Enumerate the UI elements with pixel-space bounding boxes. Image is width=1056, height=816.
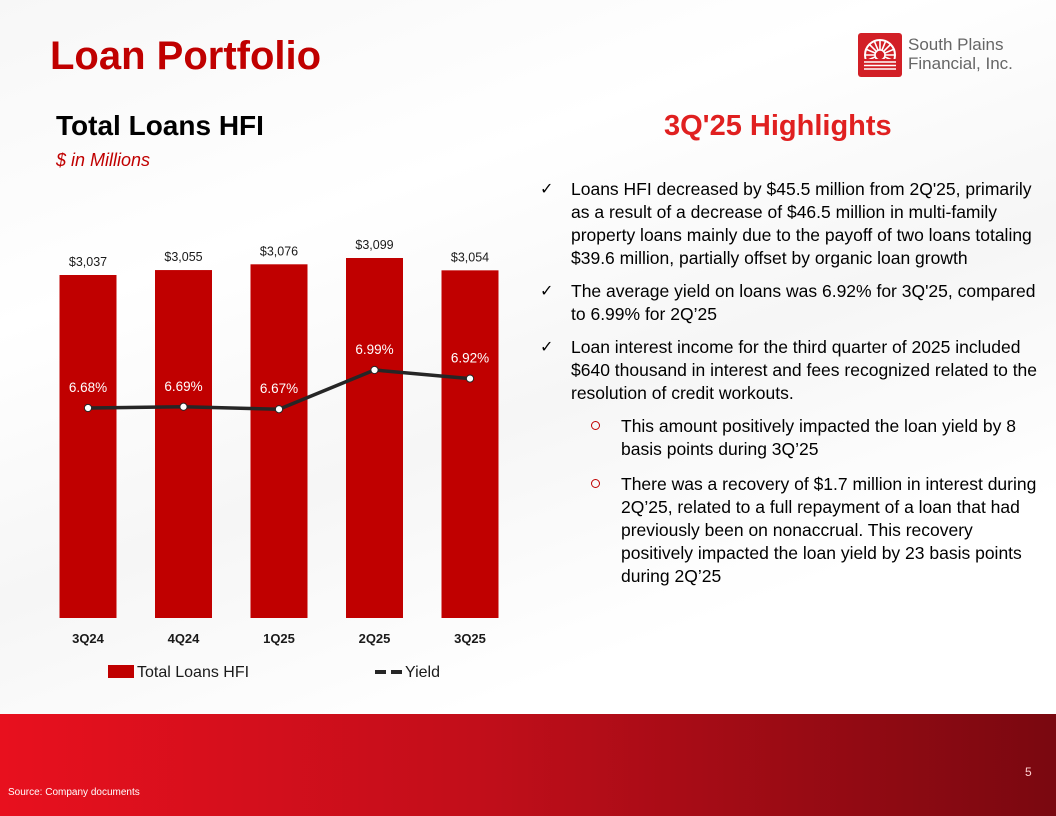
- source-note: Source: Company documents: [8, 787, 140, 798]
- yield-point: [274, 405, 284, 414]
- bar-value-label: $3,037: [69, 255, 107, 269]
- company-logo: South Plains Financial, Inc.: [858, 33, 1038, 79]
- bar-value-label: $3,055: [164, 250, 202, 264]
- logo-line-2: Financial, Inc.: [908, 54, 1013, 73]
- yield-point: [370, 365, 379, 375]
- bar: [250, 264, 308, 618]
- sub-bullet-text: There was a recovery of $1.7 million in …: [621, 474, 1037, 586]
- highlight-text: The average yield on loans was 6.92% for…: [571, 281, 1036, 324]
- checkmark-icon: ✓: [540, 283, 554, 300]
- logo-wheel-icon: [858, 33, 902, 77]
- page-title: Loan Portfolio: [50, 34, 322, 78]
- yield-point: [179, 402, 188, 411]
- x-tick-label: 3Q24: [72, 631, 105, 646]
- yield-value-label: 6.67%: [260, 381, 298, 396]
- checkmark-icon: ✓: [540, 181, 554, 198]
- yield-value-label: 6.69%: [164, 379, 202, 394]
- bar: [441, 270, 499, 618]
- yield-value-label: 6.99%: [355, 342, 393, 357]
- x-tick-label: 2Q25: [359, 631, 391, 646]
- circle-bullet-icon: [591, 421, 600, 430]
- legend-label-yield: Yield: [405, 664, 440, 681]
- highlights-list: ✓ Loans HFI decreased by $45.5 million f…: [538, 178, 1048, 600]
- highlight-text: Loans HFI decreased by $45.5 million fro…: [571, 179, 1032, 268]
- bar: [59, 275, 117, 618]
- chart-title: Total Loans HFI: [56, 110, 264, 141]
- highlight-sub-bullet: There was a recovery of $1.7 million in …: [591, 473, 1048, 588]
- highlight-bullet: ✓ Loans HFI decreased by $45.5 million f…: [538, 178, 1048, 270]
- checkmark-icon: ✓: [540, 339, 554, 356]
- bar-value-label: $3,054: [451, 250, 489, 264]
- bar: [155, 270, 212, 618]
- yield-value-label: 6.68%: [69, 380, 107, 395]
- x-tick-label: 1Q25: [263, 631, 295, 646]
- footer-band: [0, 714, 1056, 816]
- chart-subtitle: $ in Millions: [56, 150, 151, 170]
- highlight-text: Loan interest income for the third quart…: [571, 337, 1038, 403]
- page-number: 5: [1025, 765, 1032, 779]
- bar-value-label: $3,076: [260, 244, 298, 258]
- legend-swatch-loans: [108, 665, 134, 678]
- loans-yield-chart: $3,037 3Q24 $3,055 4Q24 $3,076 1Q25 $3,099 2Q25…: [59, 238, 499, 681]
- logo-line-1: South Plains: [908, 35, 1004, 54]
- highlight-bullet: ✓ Loan interest income for the third qua…: [538, 336, 1048, 405]
- x-tick-label: 4Q24: [168, 631, 201, 646]
- circle-bullet-icon: [591, 479, 600, 488]
- x-tick-label: 3Q25: [454, 631, 486, 646]
- yield-value-label: 6.92%: [451, 351, 489, 366]
- yield-point: [83, 403, 93, 413]
- bar-value-label: $3,099: [355, 238, 393, 252]
- bar: [346, 258, 403, 618]
- highlights-title: 3Q'25 Highlights: [664, 110, 892, 142]
- highlight-sub-bullet: This amount positively impacted the loan…: [591, 415, 1048, 461]
- yield-point: [465, 374, 475, 383]
- highlight-bullet: ✓ The average yield on loans was 6.92% f…: [538, 280, 1048, 326]
- legend-label-loans: Total Loans HFI: [137, 664, 249, 681]
- sub-bullet-text: This amount positively impacted the loan…: [621, 416, 1016, 459]
